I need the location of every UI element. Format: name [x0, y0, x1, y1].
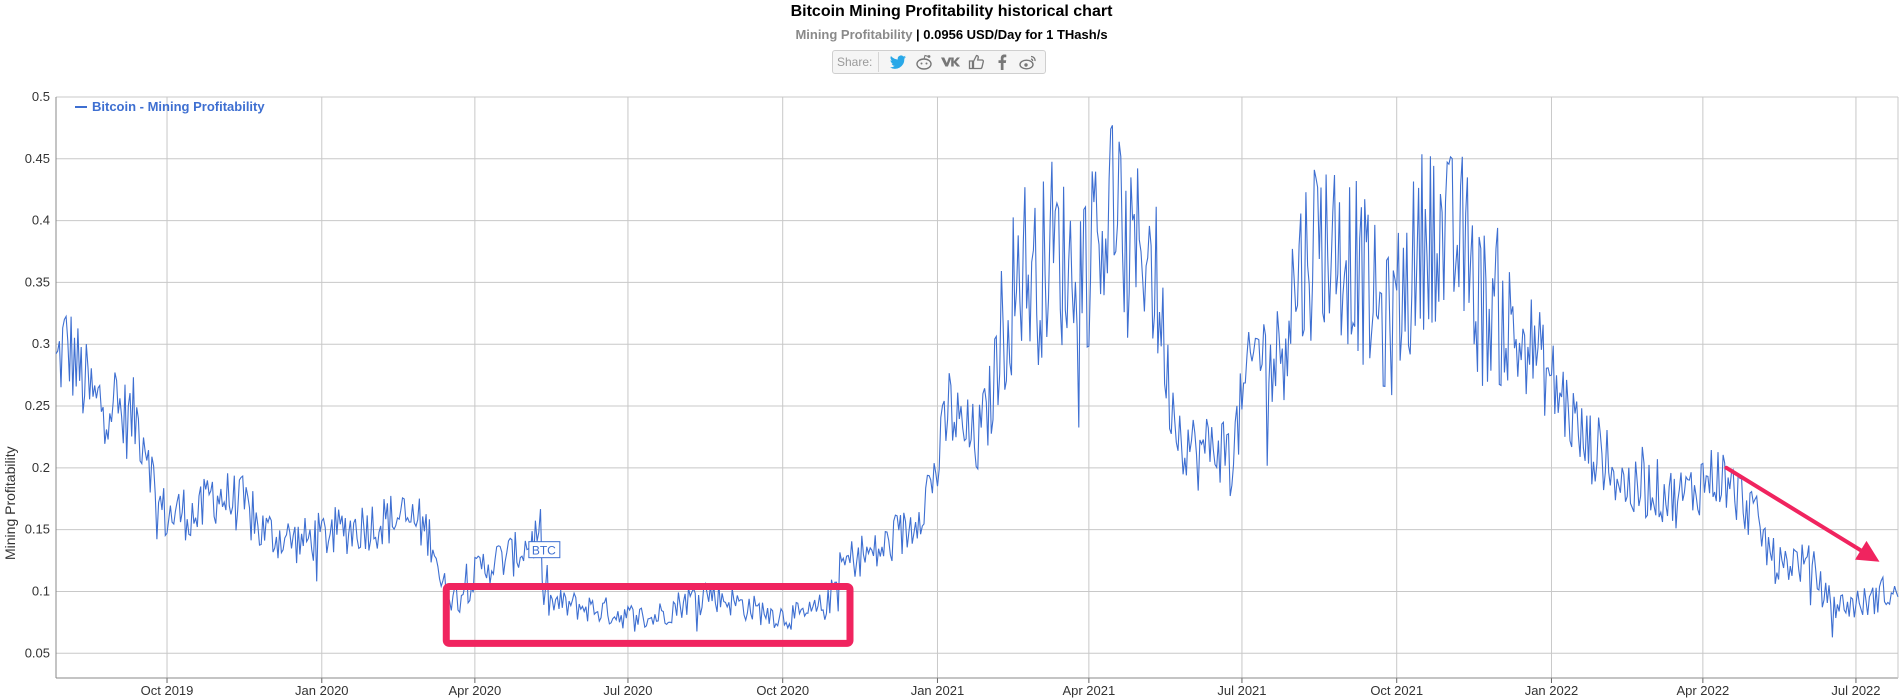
x-tick-label: Jul 2020 [603, 683, 652, 698]
grid [56, 96, 1898, 678]
legend-label: Bitcoin - Mining Profitability [92, 99, 265, 114]
y-tick-label: 0.45 [25, 151, 50, 166]
chart-subtitle: Mining Profitability | 0.0956 USD/Day fo… [0, 27, 1903, 42]
y-tick-label: 0.3 [32, 336, 50, 351]
twitter-icon[interactable] [885, 52, 911, 72]
series-line[interactable] [55, 125, 1899, 638]
annotation-box [528, 541, 561, 559]
x-tick-label: Apr 2020 [448, 683, 501, 698]
x-tick-label: Jul 2021 [1217, 683, 1266, 698]
annotation: BTC [528, 541, 561, 559]
highlight-box [442, 583, 854, 647]
overlay [442, 465, 1880, 647]
x-tick-label: Oct 2021 [1370, 683, 1423, 698]
legend[interactable]: Bitcoin - Mining Profitability [75, 99, 265, 114]
y-axis-ticks: 0.05 0.1 0.15 0.2 0.25 0.3 0.35 0.4 0.45 0.5 [25, 89, 50, 660]
x-tick-label: Jan 2022 [1525, 683, 1579, 698]
y-tick-label: 0.1 [32, 583, 50, 598]
y-tick-label: 0.2 [32, 460, 50, 475]
x-tick-label: Apr 2021 [1062, 683, 1115, 698]
arrow-head [1854, 540, 1880, 562]
x-tick-label: Oct 2019 [141, 683, 194, 698]
weibo-icon[interactable] [1015, 52, 1041, 72]
x-tick-label: Apr 2022 [1676, 683, 1729, 698]
chart-title: Bitcoin Mining Profitability historical … [790, 3, 1113, 20]
arrow-shaft [1724, 465, 1863, 553]
share-bar: Share: [832, 50, 1047, 74]
facebook-icon[interactable] [989, 52, 1015, 72]
y-tick-label: 0.35 [25, 274, 50, 289]
y-tick-label: 0.4 [32, 213, 50, 228]
x-axis-ticks: Oct 2019 Jan 2020 Apr 2020 Jul 2020 Oct 2020… [141, 678, 1881, 698]
y-tick-label: 0.05 [25, 645, 50, 660]
vk-icon[interactable] [937, 52, 963, 72]
x-tick-label: Jan 2021 [911, 683, 965, 698]
subtitle-label: Mining Profitability [795, 27, 913, 42]
subtitle-value: | 0.0956 USD/Day for 1 THash/s [912, 27, 1108, 42]
y-tick-label: 0.5 [32, 89, 50, 104]
annotation-label: BTC [532, 544, 556, 558]
y-tick-label: 0.25 [25, 398, 50, 413]
x-tick-label: Oct 2020 [756, 683, 809, 698]
y-tick-label: 0.15 [25, 522, 50, 537]
reddit-icon[interactable] [911, 52, 937, 72]
share-label: Share: [837, 52, 880, 72]
x-tick-label: Jul 2022 [1831, 683, 1880, 698]
axes [55, 97, 1899, 679]
x-tick-label: Jan 2020 [295, 683, 349, 698]
like-icon[interactable] [963, 52, 989, 72]
